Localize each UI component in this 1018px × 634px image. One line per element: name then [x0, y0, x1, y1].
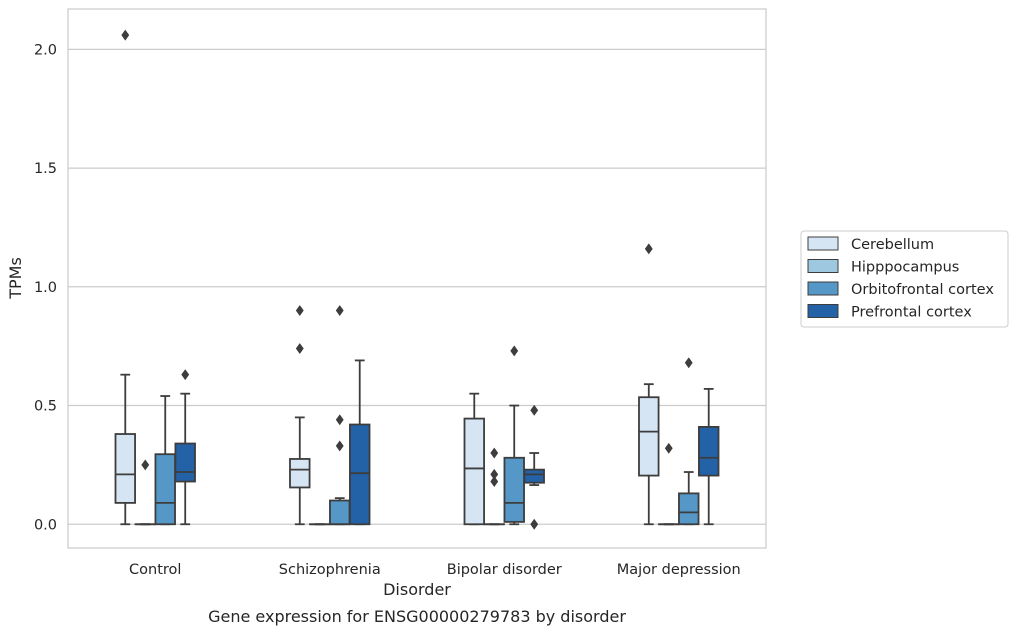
- box-group: [114, 29, 136, 526]
- y-tick-label: 0.5: [34, 399, 57, 415]
- box: [638, 396, 660, 477]
- y-tick-label: 1.5: [34, 161, 57, 177]
- box: [154, 453, 176, 526]
- x-tick-label: Schizophrenia: [279, 562, 381, 578]
- outlier-point: [181, 369, 190, 381]
- box: [698, 426, 720, 477]
- legend-label: Prefrontal cortex: [851, 305, 972, 321]
- box-group: [463, 392, 485, 526]
- chart-caption: Gene expression for ENSG00000279783 by d…: [208, 607, 626, 626]
- box-group: [658, 442, 680, 526]
- outlier-point: [490, 476, 499, 487]
- outlier-point: [490, 447, 499, 459]
- legend-swatch: [807, 281, 839, 296]
- outlier-point: [530, 518, 539, 530]
- legend-label: Cerebellum: [851, 237, 934, 253]
- box-group: [638, 243, 660, 526]
- y-tick-labels: 0.0 0.5 1.0 1.5 2.0: [34, 42, 57, 533]
- outlier-point: [684, 357, 693, 369]
- box-group: [503, 345, 525, 526]
- outlier-point: [664, 442, 673, 454]
- box: [523, 468, 545, 484]
- x-tick-label: Bipolar disorder: [447, 562, 562, 578]
- box-group: [174, 369, 196, 526]
- y-tick-label: 2.0: [34, 42, 57, 58]
- box: [349, 423, 371, 526]
- legend-swatch: [807, 236, 839, 251]
- legend-label: Hipppocampus: [851, 260, 959, 276]
- box-group: [134, 459, 156, 526]
- box: [329, 499, 351, 526]
- outlier-point: [121, 29, 130, 41]
- legend-swatch: [807, 259, 839, 273]
- x-tick-label: Control: [129, 562, 181, 578]
- box-group: [349, 359, 371, 526]
- box-group: [289, 305, 311, 526]
- box-group: [523, 404, 545, 530]
- box: [289, 458, 311, 489]
- box: [174, 442, 196, 483]
- outlier-point: [141, 459, 150, 471]
- box: [678, 492, 700, 526]
- box: [503, 456, 525, 523]
- y-tick-label: 1.0: [34, 280, 57, 296]
- outlier-point: [295, 305, 304, 317]
- x-tick-labels: Control Schizophrenia Bipolar disorder Majo…: [129, 562, 741, 578]
- outlier-point: [335, 440, 344, 452]
- legend-label: Orbitofrontal cortex: [851, 282, 994, 298]
- y-tick-label: 0.0: [34, 517, 57, 533]
- grid-lines: [68, 48, 766, 525]
- legend-swatch: [807, 304, 839, 318]
- outlier-point: [295, 343, 304, 355]
- outlier-point: [335, 305, 344, 317]
- outlier-point: [644, 243, 653, 255]
- x-tick-label: Major depression: [617, 562, 741, 578]
- x-axis-label: Disorder: [383, 580, 451, 599]
- legend: Cerebellum Hipppocampus Orbitofrontal cort…: [800, 230, 1009, 328]
- box-group: [483, 447, 505, 526]
- outlier-point: [510, 345, 519, 357]
- box-group: [154, 395, 176, 526]
- plot-frame: [67, 8, 767, 549]
- outlier-point: [530, 404, 539, 416]
- box-group: [329, 305, 351, 526]
- box-group: [698, 388, 720, 526]
- boxes: [114, 29, 720, 530]
- outlier-point: [490, 468, 499, 480]
- box: [114, 433, 136, 504]
- outlier-point: [335, 414, 344, 426]
- y-axis-label: TPMs: [6, 257, 25, 300]
- legend-frame: [800, 230, 1009, 328]
- box: [463, 417, 485, 526]
- box-group: [678, 357, 700, 526]
